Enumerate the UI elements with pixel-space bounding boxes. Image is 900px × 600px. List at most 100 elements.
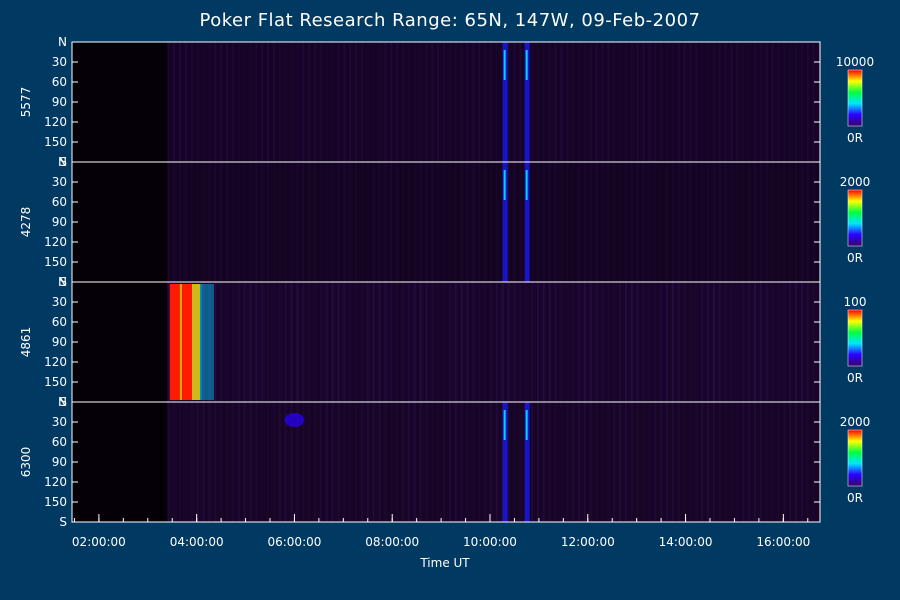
panel-4278-streak [425,162,428,282]
panel-4861-streak [243,282,246,402]
panel-4861-streak [660,282,663,402]
panel-5577-streak [319,42,322,162]
panel-6300-streak [671,402,674,522]
panel-4278-streak [748,162,751,282]
panel-6300-streak [754,402,756,522]
panel-4278-streak [220,162,223,282]
panel-4861-streak [666,282,668,402]
panel-6300-bright-arc [502,402,508,522]
panel-5577-streak [343,42,346,162]
panel-label-6300: 6300 [19,447,33,478]
panel-4278-streak [531,162,534,282]
panel-4278-streak [431,162,434,282]
y-tick-label: 60 [52,315,67,329]
panel-4861-streak [466,282,469,402]
panel-6300-streak [407,402,410,522]
panel-4278-streak [413,162,416,282]
panel-4278-streak [624,162,627,282]
panel-5577-streak [765,42,768,162]
panel-4861-bright-edge [192,284,200,400]
panel-4861-streak [701,282,704,402]
panel-4278-streak [695,162,698,282]
panel-4278-streak [548,162,551,282]
panel-5577-streak [754,42,756,162]
panel-4278-streak [666,162,668,282]
panel-4861-streak [619,282,622,402]
panel-5577-streak [695,42,698,162]
panel-4278-streak [701,162,704,282]
panel-6300-streak [308,402,311,522]
panel-5577-streak [759,42,762,162]
colorbar-6300 [847,429,863,487]
panel-4861-streak [806,282,809,402]
panel-4278-streak [325,162,328,282]
panel-4278-streak [184,162,187,282]
panel-4861-streak [507,282,510,402]
panel-4278-streak [683,162,686,282]
panel-6300-streak [724,402,727,522]
panel-5577-streak [789,42,792,162]
panel-4278-streak [572,162,575,282]
panel-6300-streak [701,402,704,522]
panel-5577-streak [431,42,434,162]
panel-4861-streak [583,282,586,402]
panel-4278-streak [472,162,475,282]
panel-5577-streak [783,42,786,162]
panel-5577-streak [742,42,745,162]
panel-5577-streak [179,42,182,162]
panel-4278-streak [513,162,516,282]
panel-6300-streak [630,402,633,522]
panel-4861-streak [437,282,440,402]
panel-4278-streak [560,162,563,282]
panel-4861-streak [730,282,733,402]
panel-5577-streak [396,42,399,162]
panel-6300-streak [666,402,668,522]
panel-6300-streak [360,402,363,522]
panel-5577-streak [566,42,569,162]
panel-6300-streak [707,402,710,522]
panel-5577-streak [378,42,381,162]
panel-4278-streak [231,162,234,282]
panel-4278-streak [613,162,616,282]
panel-4278-streak [314,162,316,282]
panel-6300-streak [654,402,657,522]
colorbar-min-4861: 0R [847,371,863,385]
panel-6300-streak [712,402,715,522]
panel-5577-bright-arc [524,42,530,162]
panel-5577-streak [413,42,416,162]
panel-4278-streak [419,162,422,282]
panel-4278-streak [677,162,680,282]
panel-4278-streak [290,162,293,282]
panel-4861-streak [290,282,293,402]
panel-5577-streak [478,42,481,162]
panel-4278-streak [478,162,481,282]
panel-4861-streak [390,282,393,402]
panel-5577-streak [542,42,545,162]
panel-4861-streak [261,282,264,402]
panel-6300-streak [607,402,610,522]
panel-4278-streak [196,162,199,282]
panel-label-5577: 5577 [19,87,33,118]
panel-4861-streak [554,282,557,402]
panel-4861-streak [372,282,375,402]
panel-6300-streak [237,402,240,522]
panel-6300-streak [730,402,733,522]
panel-4861-streak [319,282,322,402]
panel-4861-streak [378,282,381,402]
panel-6300-streak [255,402,258,522]
panel-4278-streak [284,162,287,282]
panel-5577-streak [437,42,440,162]
y-tick-label: 30 [52,295,67,309]
panel-4278-streak [460,162,463,282]
panel-4861-streak [671,282,674,402]
panel-6300-streak [196,402,199,522]
panel-6300-streak [789,402,792,522]
panel-5577-streak [748,42,751,162]
panel-4278-streak [554,162,557,282]
panel-6300-streak [742,402,745,522]
panel-6300-data [167,402,821,522]
panel-6300-streak [214,402,217,522]
panel-5577-streak [777,42,780,162]
panel-5577-streak [272,42,275,162]
